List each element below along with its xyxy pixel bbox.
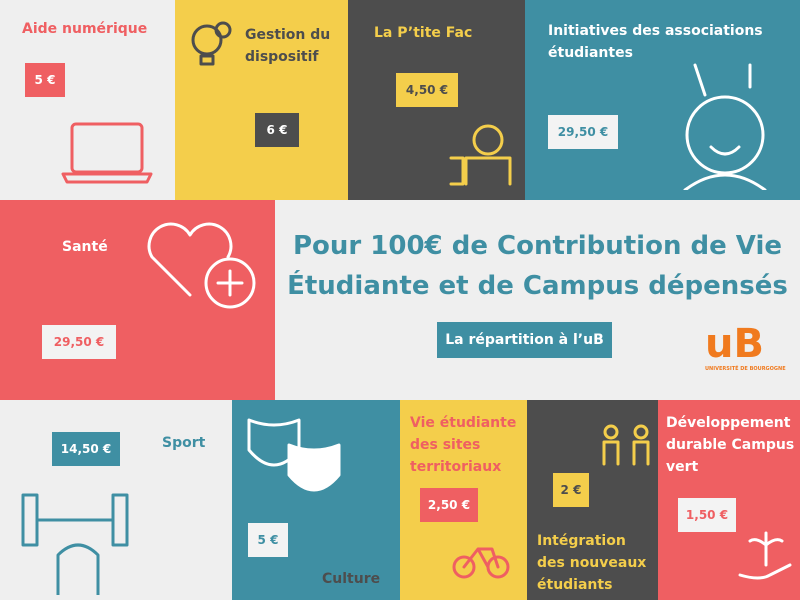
label: Intégration des nouveaux étudiants (537, 533, 647, 593)
amount: 29,50 € (548, 115, 618, 149)
center-panel: Pour 100€ de Contribution de Vie Étudian… (275, 200, 800, 400)
label: Initiatives des associations étudiantes (548, 23, 763, 61)
logo-sub: UNIVERSITÉ DE BOURGOGNE (705, 366, 786, 372)
amount: 2 € (553, 473, 589, 507)
title: Pour 100€ de Contribution de Vie Étudian… (275, 226, 800, 306)
heart-icon (147, 222, 256, 309)
title-line: Pour 100€ de Contribution de Vie (292, 231, 783, 261)
bulb-icon (191, 21, 232, 66)
logo: uB (705, 321, 764, 367)
amount: 5 € (248, 523, 288, 557)
amount: 29,50 € (42, 325, 116, 359)
label: Aide numérique (22, 21, 148, 37)
label: La P’tite Fac (374, 25, 473, 41)
amount: 6 € (255, 113, 299, 147)
dumbbell-icon (21, 493, 129, 595)
label: Gestion du dispositif (245, 27, 331, 65)
amount: 5 € (25, 63, 65, 97)
label: Santé (62, 239, 108, 255)
plant-icon (738, 531, 792, 580)
tile: Intégration des nouveaux étudiants 2 € (527, 400, 658, 600)
student-icon (683, 63, 767, 190)
tile: Aide numérique 5 € (0, 0, 175, 200)
tile: Initiatives des associations étudiantes … (525, 0, 800, 200)
bike-icon (452, 547, 510, 579)
label: Culture (322, 571, 381, 587)
tile: Développement durable Campus vert 1,50 € (658, 400, 800, 600)
child-icon (449, 124, 512, 186)
label: Sport (162, 435, 206, 451)
tile: La P’tite Fac 4,50 € (348, 0, 525, 200)
amount: 14,50 € (52, 432, 120, 466)
amount: 2,50 € (420, 488, 478, 522)
label: Développement durable Campus vert (666, 415, 795, 475)
laptop-icon (61, 122, 153, 184)
button: La répartition à l’uB (437, 322, 612, 358)
people-icon (602, 424, 650, 466)
amount: 4,50 € (396, 73, 458, 107)
tile: Culture 5 € (232, 400, 400, 600)
tile: Vie étudiante des sites territoriaux 2,5… (400, 400, 527, 600)
title-line: Étudiante et de Campus dépensés (287, 271, 788, 301)
amount: 1,50 € (678, 498, 736, 532)
tile: Gestion du dispositif 6 € (175, 0, 348, 200)
label: Vie étudiante des sites territoriaux (410, 415, 517, 475)
tile: Santé 29,50 € (0, 200, 275, 400)
tile: Sport 14,50 € (0, 400, 232, 600)
masks-icon (247, 418, 341, 492)
